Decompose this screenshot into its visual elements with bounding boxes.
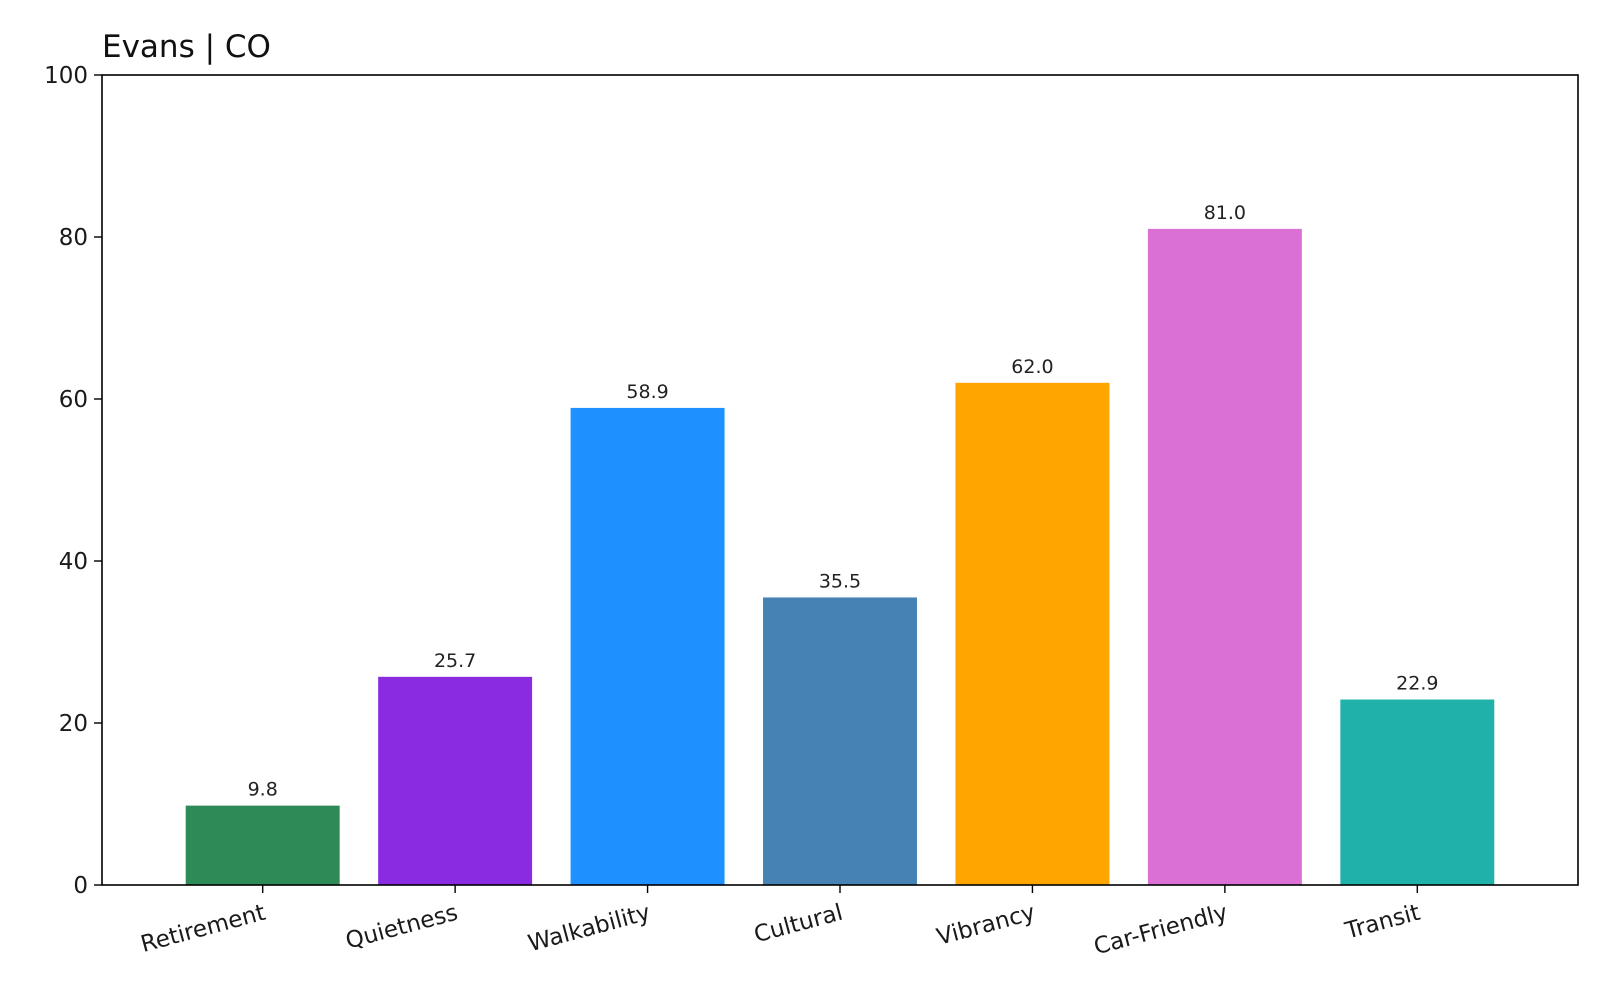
bar-retirement [185, 805, 340, 885]
bar-quietness [378, 676, 533, 885]
value-label: 58.9 [626, 381, 668, 403]
y-tick-label: 100 [44, 63, 88, 89]
value-label: 9.8 [248, 779, 278, 801]
y-tick-label: 0 [73, 873, 88, 899]
value-label: 25.7 [434, 650, 476, 672]
y-tick-label: 80 [59, 225, 88, 251]
bar-transit [1340, 699, 1495, 885]
x-tick-label: Cultural [751, 900, 845, 949]
y-tick-label: 60 [59, 387, 88, 413]
value-label: 35.5 [819, 570, 861, 592]
value-label: 22.9 [1396, 673, 1438, 695]
plot-frame [101, 74, 1579, 886]
y-axis: 0 20 40 60 80 100 [44, 63, 102, 899]
x-axis: Retirement Quietness Walkability Cultural Vi… [138, 885, 1423, 960]
x-tick-label: Car-Friendly [1091, 900, 1230, 961]
value-label: 62.0 [1011, 356, 1053, 378]
bar-vibrancy [955, 382, 1110, 885]
x-tick-label: Walkability [525, 900, 653, 958]
y-tick-label: 20 [59, 711, 88, 737]
x-tick-label: Quietness [343, 900, 461, 955]
y-tick-label: 40 [59, 549, 88, 575]
x-tick-label: Retirement [138, 900, 268, 958]
bar-car-friendly [1147, 228, 1302, 885]
x-tick-label: Vibrancy [934, 900, 1038, 951]
bar-walkability [570, 407, 725, 885]
x-tick-label: Transit [1342, 900, 1423, 945]
bars-group [185, 228, 1495, 885]
value-labels-group: 9.8 25.7 58.9 35.5 62.0 81.0 22.9 [248, 202, 1439, 801]
chart-title: Evans | CO [102, 29, 271, 65]
value-label: 81.0 [1204, 202, 1246, 224]
bar-cultural [763, 597, 917, 885]
